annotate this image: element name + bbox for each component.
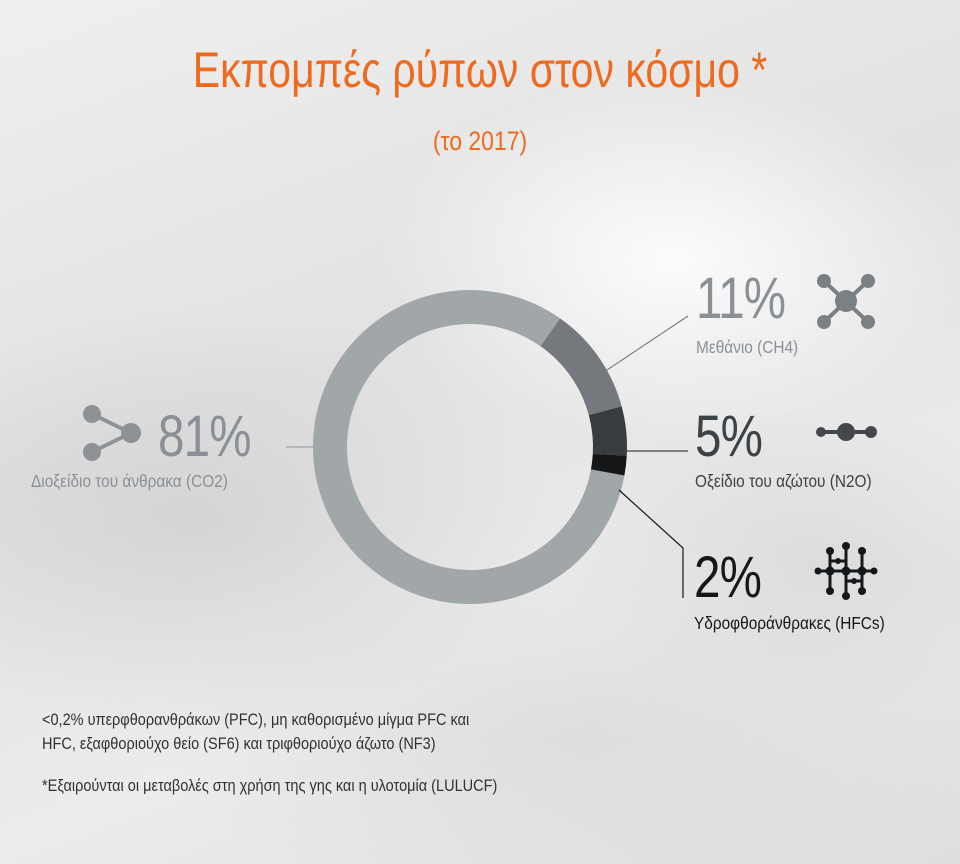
molecule-x-icon xyxy=(817,274,875,329)
footnote: *Εξαιρούνται οι μεταβολές στη χρήση της … xyxy=(42,777,498,795)
donut-slice-ch4 xyxy=(540,318,622,416)
value-label-hfcs: 2% xyxy=(694,545,762,610)
category-label-hfcs: Υδροφθοράνθρακες (HFCs) xyxy=(694,613,885,633)
page-title: Εκπομπές ρύπων στον κόσμο * xyxy=(192,42,768,98)
share-nodes-icon xyxy=(83,405,141,461)
leader-line-hfcs xyxy=(618,489,684,598)
chain-dots-icon xyxy=(816,423,877,441)
note-line-1: <0,2% υπερφθορανθράκων (PFC), μη καθορισ… xyxy=(42,711,470,729)
category-label-ch4: Μεθάνιο (CH4) xyxy=(696,337,799,357)
leader-line-ch4 xyxy=(603,315,689,373)
value-label-co2: 81% xyxy=(158,404,252,469)
leader-lines xyxy=(286,315,689,598)
value-label-ch4: 11% xyxy=(696,266,786,331)
donut-slice-n2o xyxy=(588,406,627,456)
note-line-2: HFC, εξαφθοριούχο θείο (SF6) και τριφθορ… xyxy=(42,735,436,753)
category-label-n2o: Οξείδιο του αζώτου (N2O) xyxy=(695,471,872,491)
lattice-molecule-icon xyxy=(814,542,878,600)
value-label-n2o: 5% xyxy=(695,404,763,469)
donut-slices xyxy=(313,290,627,604)
donut-slice-co2 xyxy=(313,290,625,604)
page-subtitle: (το 2017) xyxy=(432,126,528,156)
donut-slice-hfcs xyxy=(590,453,627,476)
category-label-co2: Διοξείδιο του άνθρακα (CO2) xyxy=(31,471,228,491)
